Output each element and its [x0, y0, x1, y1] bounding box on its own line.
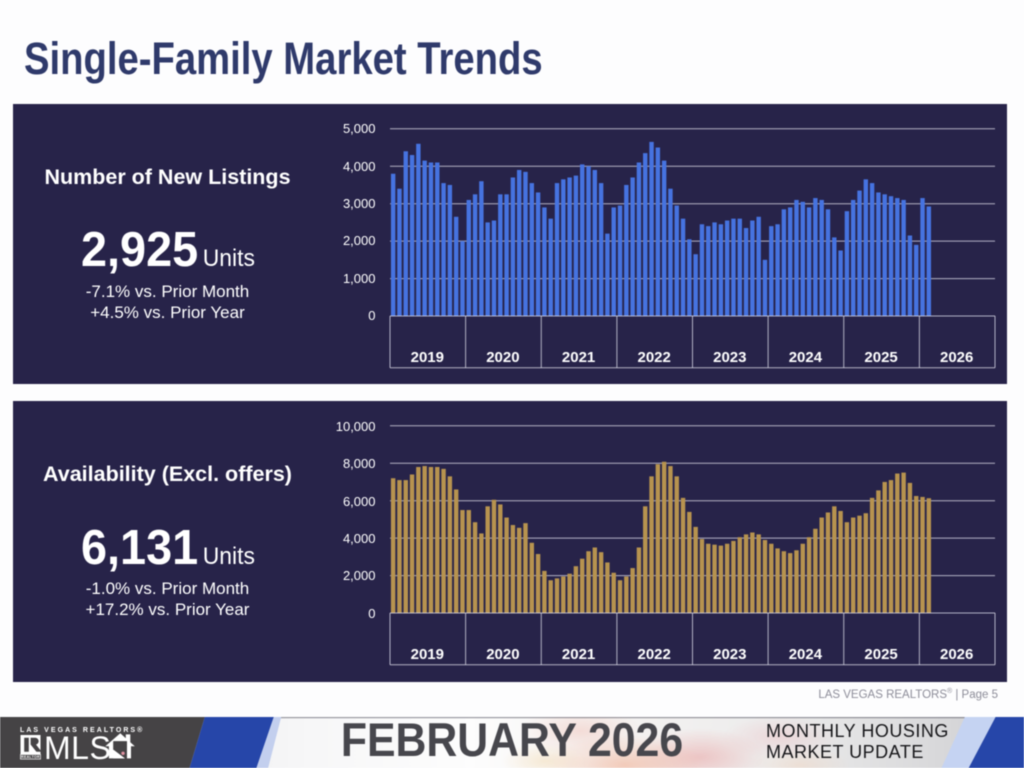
- svg-text:REALTOR: REALTOR: [21, 755, 40, 759]
